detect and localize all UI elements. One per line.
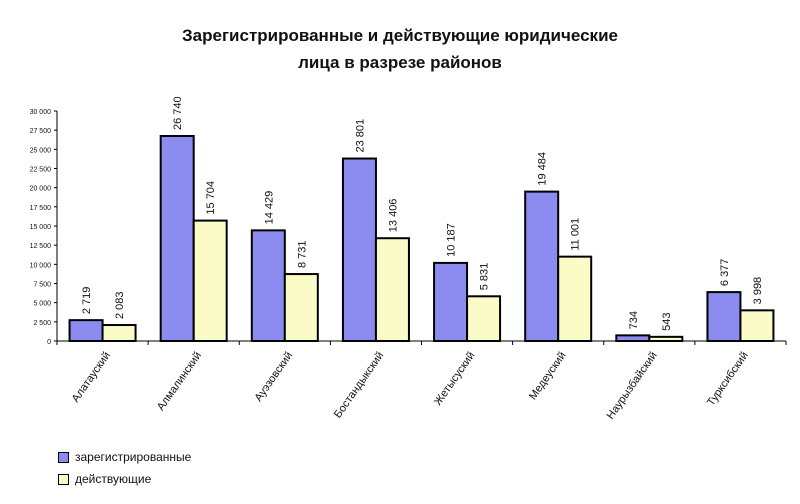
x-tick-label: Ауэзовский [252, 350, 295, 404]
x-tick-label: Медеуский [527, 350, 569, 402]
y-tick-label: 7 500 [33, 282, 51, 289]
bar-registered [615, 334, 651, 343]
data-label-registered: 26 740 [172, 96, 184, 130]
y-tick-label: 0 [47, 339, 51, 346]
bar-registered [341, 157, 377, 342]
y-tick-label: 22 500 [30, 167, 52, 174]
x-tick-label: Алмалинский [155, 350, 204, 413]
data-label-registered: 734 [628, 311, 640, 329]
data-label-active: 11 001 [570, 218, 582, 251]
bar-active [739, 309, 775, 342]
y-tick-label: 2 500 [33, 320, 51, 327]
x-tick-label: Наурызбайский [605, 350, 660, 422]
legend-swatch-active [58, 473, 69, 485]
y-tick-label: 12 500 [30, 243, 52, 250]
data-label-registered: 6 377 [719, 259, 731, 287]
legend-label-active: действующие [75, 472, 152, 486]
data-label-registered: 19 484 [537, 152, 549, 186]
x-tick-label: Алатауский [70, 350, 113, 405]
data-label-active: 3 998 [752, 277, 764, 305]
y-tick-label: 27 500 [30, 128, 52, 135]
data-label-registered: 2 719 [81, 287, 93, 315]
data-label-active: 15 704 [205, 181, 217, 215]
bar-registered [250, 229, 286, 342]
x-tick-label: Жетысуский [432, 350, 478, 408]
bar-chart: 0 2 500 5 000 7 500 10 000 12 500 15 000 17 500… [30, 96, 787, 422]
y-tick-label: 30 000 [30, 109, 52, 116]
bar-active [557, 255, 593, 342]
bar-active [466, 295, 502, 342]
bar-active [648, 335, 684, 343]
y-tick-label: 25 000 [30, 147, 52, 154]
bar-active [283, 273, 319, 343]
chart-title: Зарегистрированные и действующие юридиче… [120, 22, 680, 76]
y-tick-label: 5 000 [33, 301, 51, 308]
data-label-registered: 14 429 [263, 191, 275, 225]
x-tick-label: Турксибский [705, 350, 751, 408]
y-tick-label: 10 000 [30, 262, 52, 269]
chart-title-line-1: Зарегистрированные и действующие юридиче… [182, 26, 618, 45]
bar-active [374, 237, 410, 343]
bar-registered [524, 190, 560, 342]
data-label-active: 5 831 [479, 263, 491, 291]
bar-registered [68, 319, 104, 342]
data-label-active: 543 [661, 312, 673, 330]
data-label-registered: 10 187 [446, 223, 458, 257]
legend-item-registered: зарегистрированные [58, 446, 191, 468]
legend-label-registered: зарегистрированные [75, 450, 192, 464]
legend-item-active: действующие [58, 468, 191, 490]
y-tick-label: 17 500 [30, 205, 52, 212]
data-label-active: 8 731 [296, 241, 308, 269]
bar-active [101, 324, 137, 343]
x-tick-label: Бостандыкский [332, 350, 386, 421]
chart-title-line-2: лица в разрезе районов [298, 53, 502, 72]
data-label-active: 13 406 [387, 199, 399, 233]
y-tick-label: 20 000 [30, 186, 52, 193]
legend-swatch-registered [58, 451, 69, 463]
y-tick-label: 15 000 [30, 224, 52, 231]
bar-registered [159, 134, 195, 342]
data-label-active: 2 083 [114, 291, 126, 319]
bar-registered [706, 291, 742, 343]
bar-active [192, 219, 228, 342]
bar-registered [433, 261, 469, 342]
legend: зарегистрированные действующие [58, 446, 191, 490]
data-label-registered: 23 801 [354, 119, 366, 153]
